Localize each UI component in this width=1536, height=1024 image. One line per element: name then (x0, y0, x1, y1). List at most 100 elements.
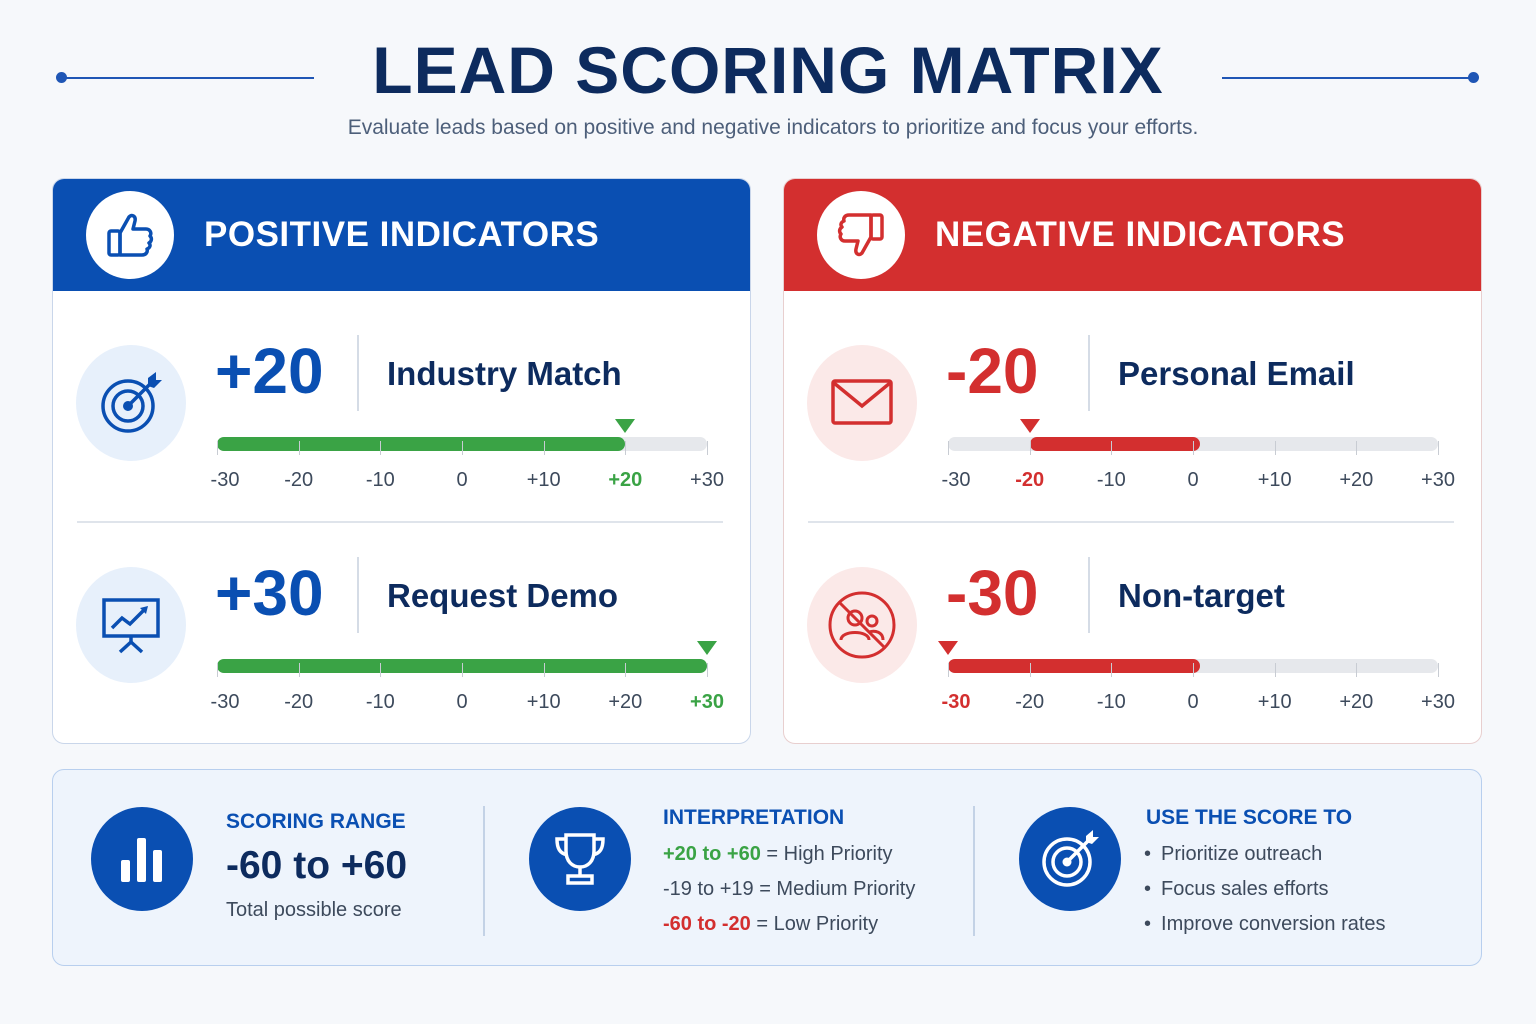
interpretation-meaning: = Low Priority (756, 913, 879, 935)
interpretation-meaning: = High Priority (766, 843, 893, 865)
positive-panel-title: POSITIVE INDICATORS (204, 215, 600, 254)
scoring-range-heading: SCORING RANGE (226, 810, 406, 833)
scoring-range-value: -60 to +60 (226, 844, 408, 887)
indicator-row-personal-email: -20 Personal Email -30 -20 -10 0 +10 +20 +30 (784, 309, 1481, 509)
scale-tick-mark (625, 663, 627, 677)
scale-tick-mark (1438, 663, 1439, 677)
scale-tick-mark (1356, 441, 1358, 455)
scale-tick-mark (707, 663, 708, 677)
scale-tick-label: +10 (1257, 691, 1292, 713)
scale-tick-mark (462, 663, 463, 677)
scale-tick-mark (1111, 663, 1113, 677)
indicator-row-request-demo: +30 Request Demo -30 -20 -10 0 +10 +20 +30 (53, 531, 750, 731)
scale-tick-mark (1438, 441, 1439, 455)
scale-tick-mark (1274, 663, 1276, 677)
use-score-bullet: Focus sales efforts (1144, 878, 1328, 901)
page-subtitle: Evaluate leads based on positive and neg… (347, 116, 1199, 139)
positive-panel-header: POSITIVE INDICATORS (53, 179, 750, 291)
divider (1088, 557, 1090, 633)
scale-tick-label: -10 (365, 469, 395, 491)
scale-ticks: -30 -20 -10 0 +10 +20 +30 (934, 469, 1455, 497)
scale-tick-mark (948, 441, 949, 455)
scale-tick-mark (217, 441, 218, 455)
indicator-row-industry-match: +20 Industry Match -30 -20 -10 0 +10 +20 +30 (53, 309, 750, 509)
indicator-label: Industry Match (387, 355, 622, 392)
interpretation-range: -60 to -20 (663, 913, 751, 935)
scale-tick-label: -20 (284, 691, 314, 713)
scoring-range-caption: Total possible score (226, 899, 402, 921)
divider (357, 557, 359, 633)
indicator-score: -20 (946, 335, 1039, 407)
scale-tick-label: -10 (1096, 691, 1126, 713)
target-icon (1019, 807, 1121, 911)
scale-tick-label: 0 (456, 469, 468, 491)
page-title: LEAD SCORING MATRIX (372, 33, 1164, 107)
scale-tick-mark (380, 663, 382, 677)
scale-tick-mark (1029, 663, 1031, 677)
indicator-score: +30 (215, 557, 324, 629)
scale-tick-label: +10 (526, 469, 561, 491)
scale-tick-label: 0 (1187, 469, 1199, 491)
indicator-score: -30 (946, 557, 1039, 629)
row-divider (808, 521, 1454, 523)
use-score-bullet: Improve conversion rates (1144, 913, 1386, 936)
interpretation-meaning: = Medium Priority (759, 878, 916, 900)
scale-tick-label: 0 (1187, 691, 1199, 713)
title-decoration-line (62, 77, 314, 79)
score-marker (615, 419, 636, 433)
scale-tick-mark (298, 663, 300, 677)
scale-tick-mark (298, 441, 300, 455)
interpretation-range: -19 to +19 (663, 878, 754, 900)
divider (1088, 335, 1090, 411)
score-track (217, 437, 707, 451)
scoring-range-section: SCORING RANGE -60 to +60 Total possible … (53, 770, 483, 967)
scale-tick-label: +10 (526, 691, 561, 713)
scale-tick-mark (217, 663, 218, 677)
scale-tick-label: -10 (365, 691, 395, 713)
interpretation-medium: -19 to +19 = Medium Priority (663, 878, 915, 901)
summary-divider (483, 806, 485, 936)
scale-tick-mark (948, 663, 949, 677)
thumbs-up-icon (86, 191, 174, 279)
positive-indicators-panel: POSITIVE INDICATORS +20 Industry Match -… (52, 178, 751, 744)
score-fill (217, 437, 626, 451)
scale-tick-label: +10 (1257, 469, 1292, 491)
negative-indicators-panel: NEGATIVE INDICATORS -20 Personal Email -… (783, 178, 1482, 744)
indicator-label: Request Demo (387, 577, 619, 614)
indicator-label: Non-target (1118, 577, 1285, 614)
score-fill (948, 659, 1200, 673)
negative-panel-header: NEGATIVE INDICATORS (784, 179, 1481, 291)
scale-ticks: -30 -20 -10 0 +10 +20 +30 (203, 469, 724, 497)
indicator-row-non-target: -30 Non-target -30 -20 -10 0 +10 +20 +30 (784, 531, 1481, 731)
scale-tick-label: -20 (1015, 469, 1045, 491)
scale-tick-mark (543, 663, 545, 677)
score-fill (1029, 437, 1200, 451)
use-score-section: USE THE SCORE TO Prioritize outreach Foc… (974, 770, 1482, 967)
interpretation-heading: INTERPRETATION (663, 806, 845, 829)
indicator-label: Personal Email (1118, 355, 1355, 392)
scale-tick-mark (707, 441, 708, 455)
scale-tick-mark (1029, 441, 1031, 455)
scale-tick-label: -10 (1096, 469, 1126, 491)
scale-tick-mark (625, 441, 627, 455)
scale-tick-mark (1356, 663, 1358, 677)
presentation-chart-icon (76, 567, 186, 683)
indicator-score: +20 (215, 335, 324, 407)
scale-ticks: -30 -20 -10 0 +10 +20 +30 (203, 691, 724, 719)
thumbs-down-icon (817, 191, 905, 279)
trophy-icon (529, 807, 631, 911)
score-marker (938, 641, 958, 655)
scale-tick-label: +20 (1339, 469, 1374, 491)
scale-tick-mark (543, 441, 545, 455)
scale-tick-label: +30 (1421, 691, 1455, 713)
summary-divider (973, 806, 975, 936)
interpretation-section: INTERPRETATION +20 to +60 = High Priorit… (484, 770, 973, 967)
row-divider (77, 521, 723, 523)
title-decoration-dot (1468, 72, 1479, 83)
title-decoration-line (1222, 77, 1474, 79)
interpretation-high: +20 to +60 = High Priority (663, 843, 893, 866)
scale-tick-label: -30 (210, 469, 240, 491)
scale-tick-mark (1193, 663, 1194, 677)
score-marker (1019, 419, 1040, 433)
use-score-heading: USE THE SCORE TO (1146, 806, 1353, 829)
